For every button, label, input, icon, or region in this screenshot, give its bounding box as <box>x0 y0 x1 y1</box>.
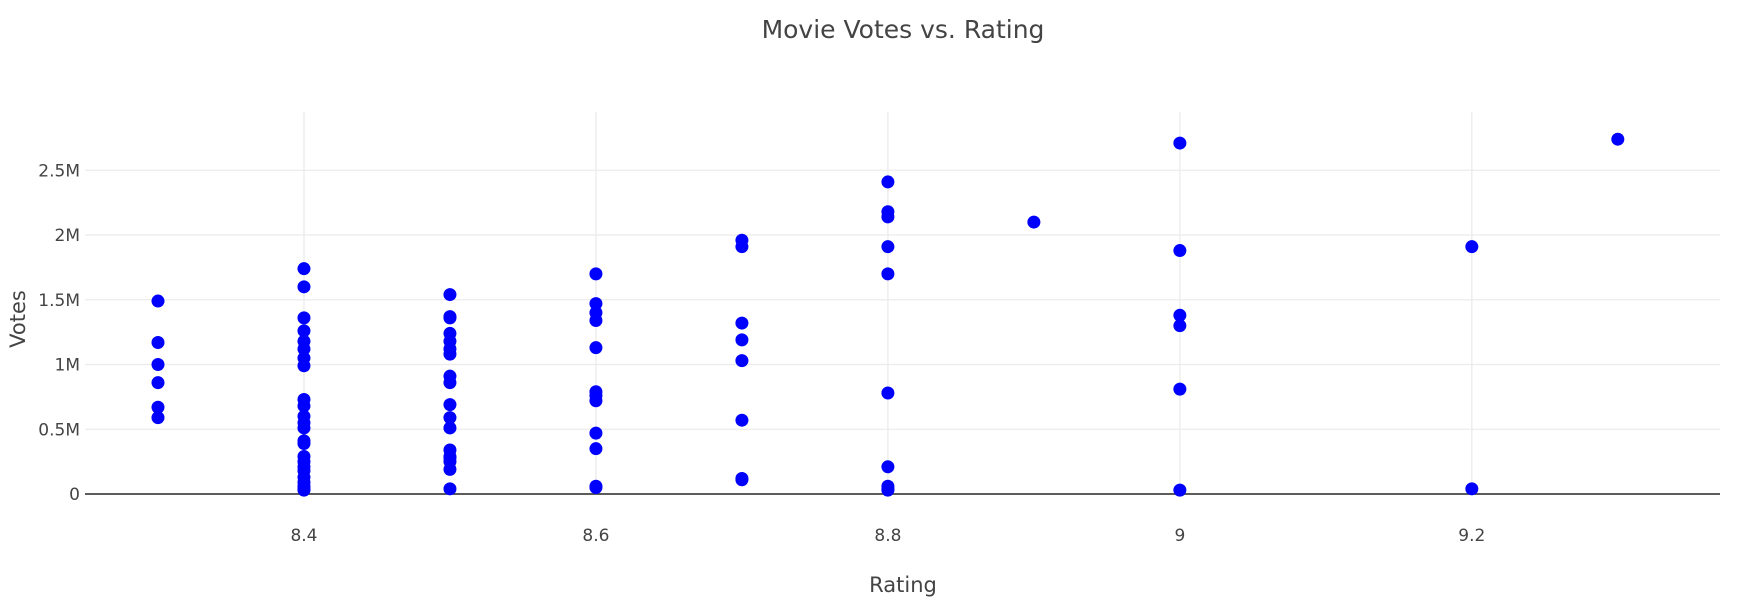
data-point[interactable] <box>297 280 311 294</box>
data-point[interactable] <box>443 421 457 435</box>
y-axis-title: Votes <box>6 290 30 348</box>
data-point[interactable] <box>735 240 749 254</box>
data-point[interactable] <box>151 376 165 390</box>
y-tick-label: 1.5M <box>38 291 80 311</box>
data-point[interactable] <box>881 386 895 400</box>
data-point[interactable] <box>589 267 603 281</box>
data-point[interactable] <box>735 316 749 330</box>
data-point[interactable] <box>443 347 457 361</box>
grid-lines <box>85 112 1720 495</box>
data-point[interactable] <box>589 442 603 456</box>
data-point[interactable] <box>297 421 311 435</box>
data-point[interactable] <box>297 399 311 413</box>
data-point[interactable] <box>589 426 603 440</box>
data-point[interactable] <box>297 324 311 338</box>
data-point[interactable] <box>151 335 165 349</box>
data-point[interactable] <box>443 482 457 496</box>
data-point[interactable] <box>1465 240 1479 254</box>
data-point[interactable] <box>735 413 749 427</box>
data-point[interactable] <box>881 240 895 254</box>
x-tick-label: 9.2 <box>1458 526 1485 546</box>
data-point[interactable] <box>1173 136 1187 150</box>
data-point[interactable] <box>589 481 603 495</box>
x-axis-title: Rating <box>869 573 937 597</box>
data-point[interactable] <box>881 267 895 281</box>
data-point[interactable] <box>1173 483 1187 497</box>
data-point[interactable] <box>297 483 311 497</box>
data-point[interactable] <box>297 311 311 325</box>
data-point[interactable] <box>1465 482 1479 496</box>
data-point[interactable] <box>443 311 457 325</box>
y-tick-label: 2.5M <box>38 161 80 181</box>
data-point[interactable] <box>443 376 457 390</box>
data-point[interactable] <box>297 436 311 450</box>
data-point[interactable] <box>881 210 895 224</box>
data-point[interactable] <box>1173 319 1187 333</box>
data-point[interactable] <box>735 354 749 368</box>
data-point[interactable] <box>297 359 311 373</box>
data-point[interactable] <box>443 411 457 425</box>
data-point[interactable] <box>443 462 457 476</box>
data-points <box>151 132 1625 497</box>
data-point[interactable] <box>589 394 603 408</box>
data-point[interactable] <box>443 288 457 302</box>
data-point[interactable] <box>297 342 311 356</box>
data-point[interactable] <box>1173 382 1187 396</box>
x-axis-ticks: 8.4 8.6 8.8 9 9.2 <box>290 526 1485 546</box>
data-point[interactable] <box>589 297 603 311</box>
data-point[interactable] <box>735 333 749 347</box>
y-tick-label: 0 <box>69 485 80 505</box>
data-point[interactable] <box>881 175 895 189</box>
data-point[interactable] <box>589 313 603 327</box>
data-point[interactable] <box>151 294 165 308</box>
x-tick-label: 8.4 <box>290 526 317 546</box>
data-point[interactable] <box>735 473 749 487</box>
data-point[interactable] <box>443 398 457 412</box>
y-axis-ticks: 0 0.5M 1M 1.5M 2M 2.5M <box>38 161 80 505</box>
data-point[interactable] <box>1027 215 1041 229</box>
chart-title: Movie Votes vs. Rating <box>762 15 1045 44</box>
data-point[interactable] <box>1173 308 1187 322</box>
x-tick-label: 8.6 <box>582 526 609 546</box>
data-point[interactable] <box>589 341 603 355</box>
y-tick-label: 2M <box>55 226 80 246</box>
data-point[interactable] <box>1173 244 1187 258</box>
data-point[interactable] <box>151 411 165 425</box>
data-point[interactable] <box>297 262 311 276</box>
y-tick-label: 1M <box>55 356 80 376</box>
x-tick-label: 9 <box>1174 526 1185 546</box>
data-point[interactable] <box>881 460 895 474</box>
data-point[interactable] <box>881 483 895 497</box>
data-point[interactable] <box>1611 132 1625 146</box>
y-tick-label: 0.5M <box>38 420 80 440</box>
data-point[interactable] <box>151 358 165 372</box>
data-point[interactable] <box>151 400 165 414</box>
x-tick-label: 8.8 <box>874 526 901 546</box>
